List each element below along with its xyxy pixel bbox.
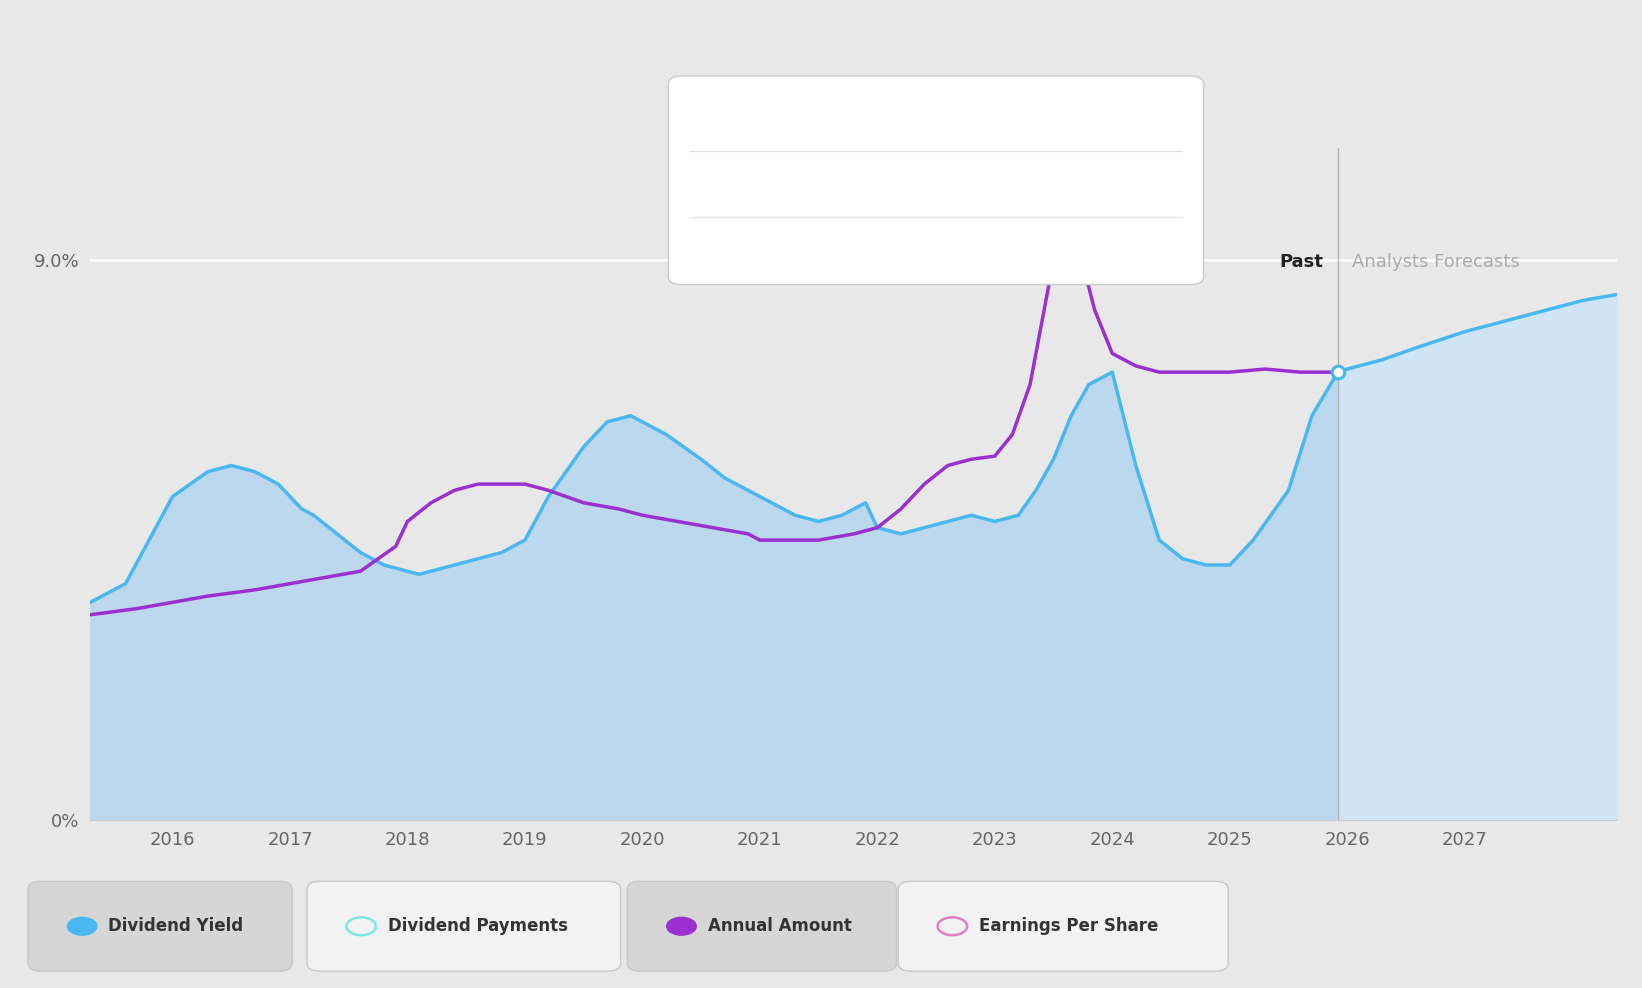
Text: 7.4%: 7.4% bbox=[936, 246, 979, 262]
Text: Dividend Payments: Dividend Payments bbox=[388, 917, 568, 936]
Text: Dividend Yield: Dividend Yield bbox=[108, 917, 243, 936]
Text: Annual Amount: Annual Amount bbox=[711, 180, 829, 196]
Text: UK£0.131: UK£0.131 bbox=[936, 180, 1018, 196]
Text: /year: /year bbox=[1034, 180, 1074, 196]
Text: Dividend Yield: Dividend Yield bbox=[711, 246, 821, 262]
Text: /year: /year bbox=[993, 246, 1033, 262]
Text: Analysts Forecasts: Analysts Forecasts bbox=[1351, 253, 1519, 272]
Text: Earnings Per Share: Earnings Per Share bbox=[979, 917, 1158, 936]
Text: Past: Past bbox=[1279, 253, 1323, 272]
Text: Dec 31 2025: Dec 31 2025 bbox=[711, 112, 847, 130]
Text: Annual Amount: Annual Amount bbox=[708, 917, 852, 936]
